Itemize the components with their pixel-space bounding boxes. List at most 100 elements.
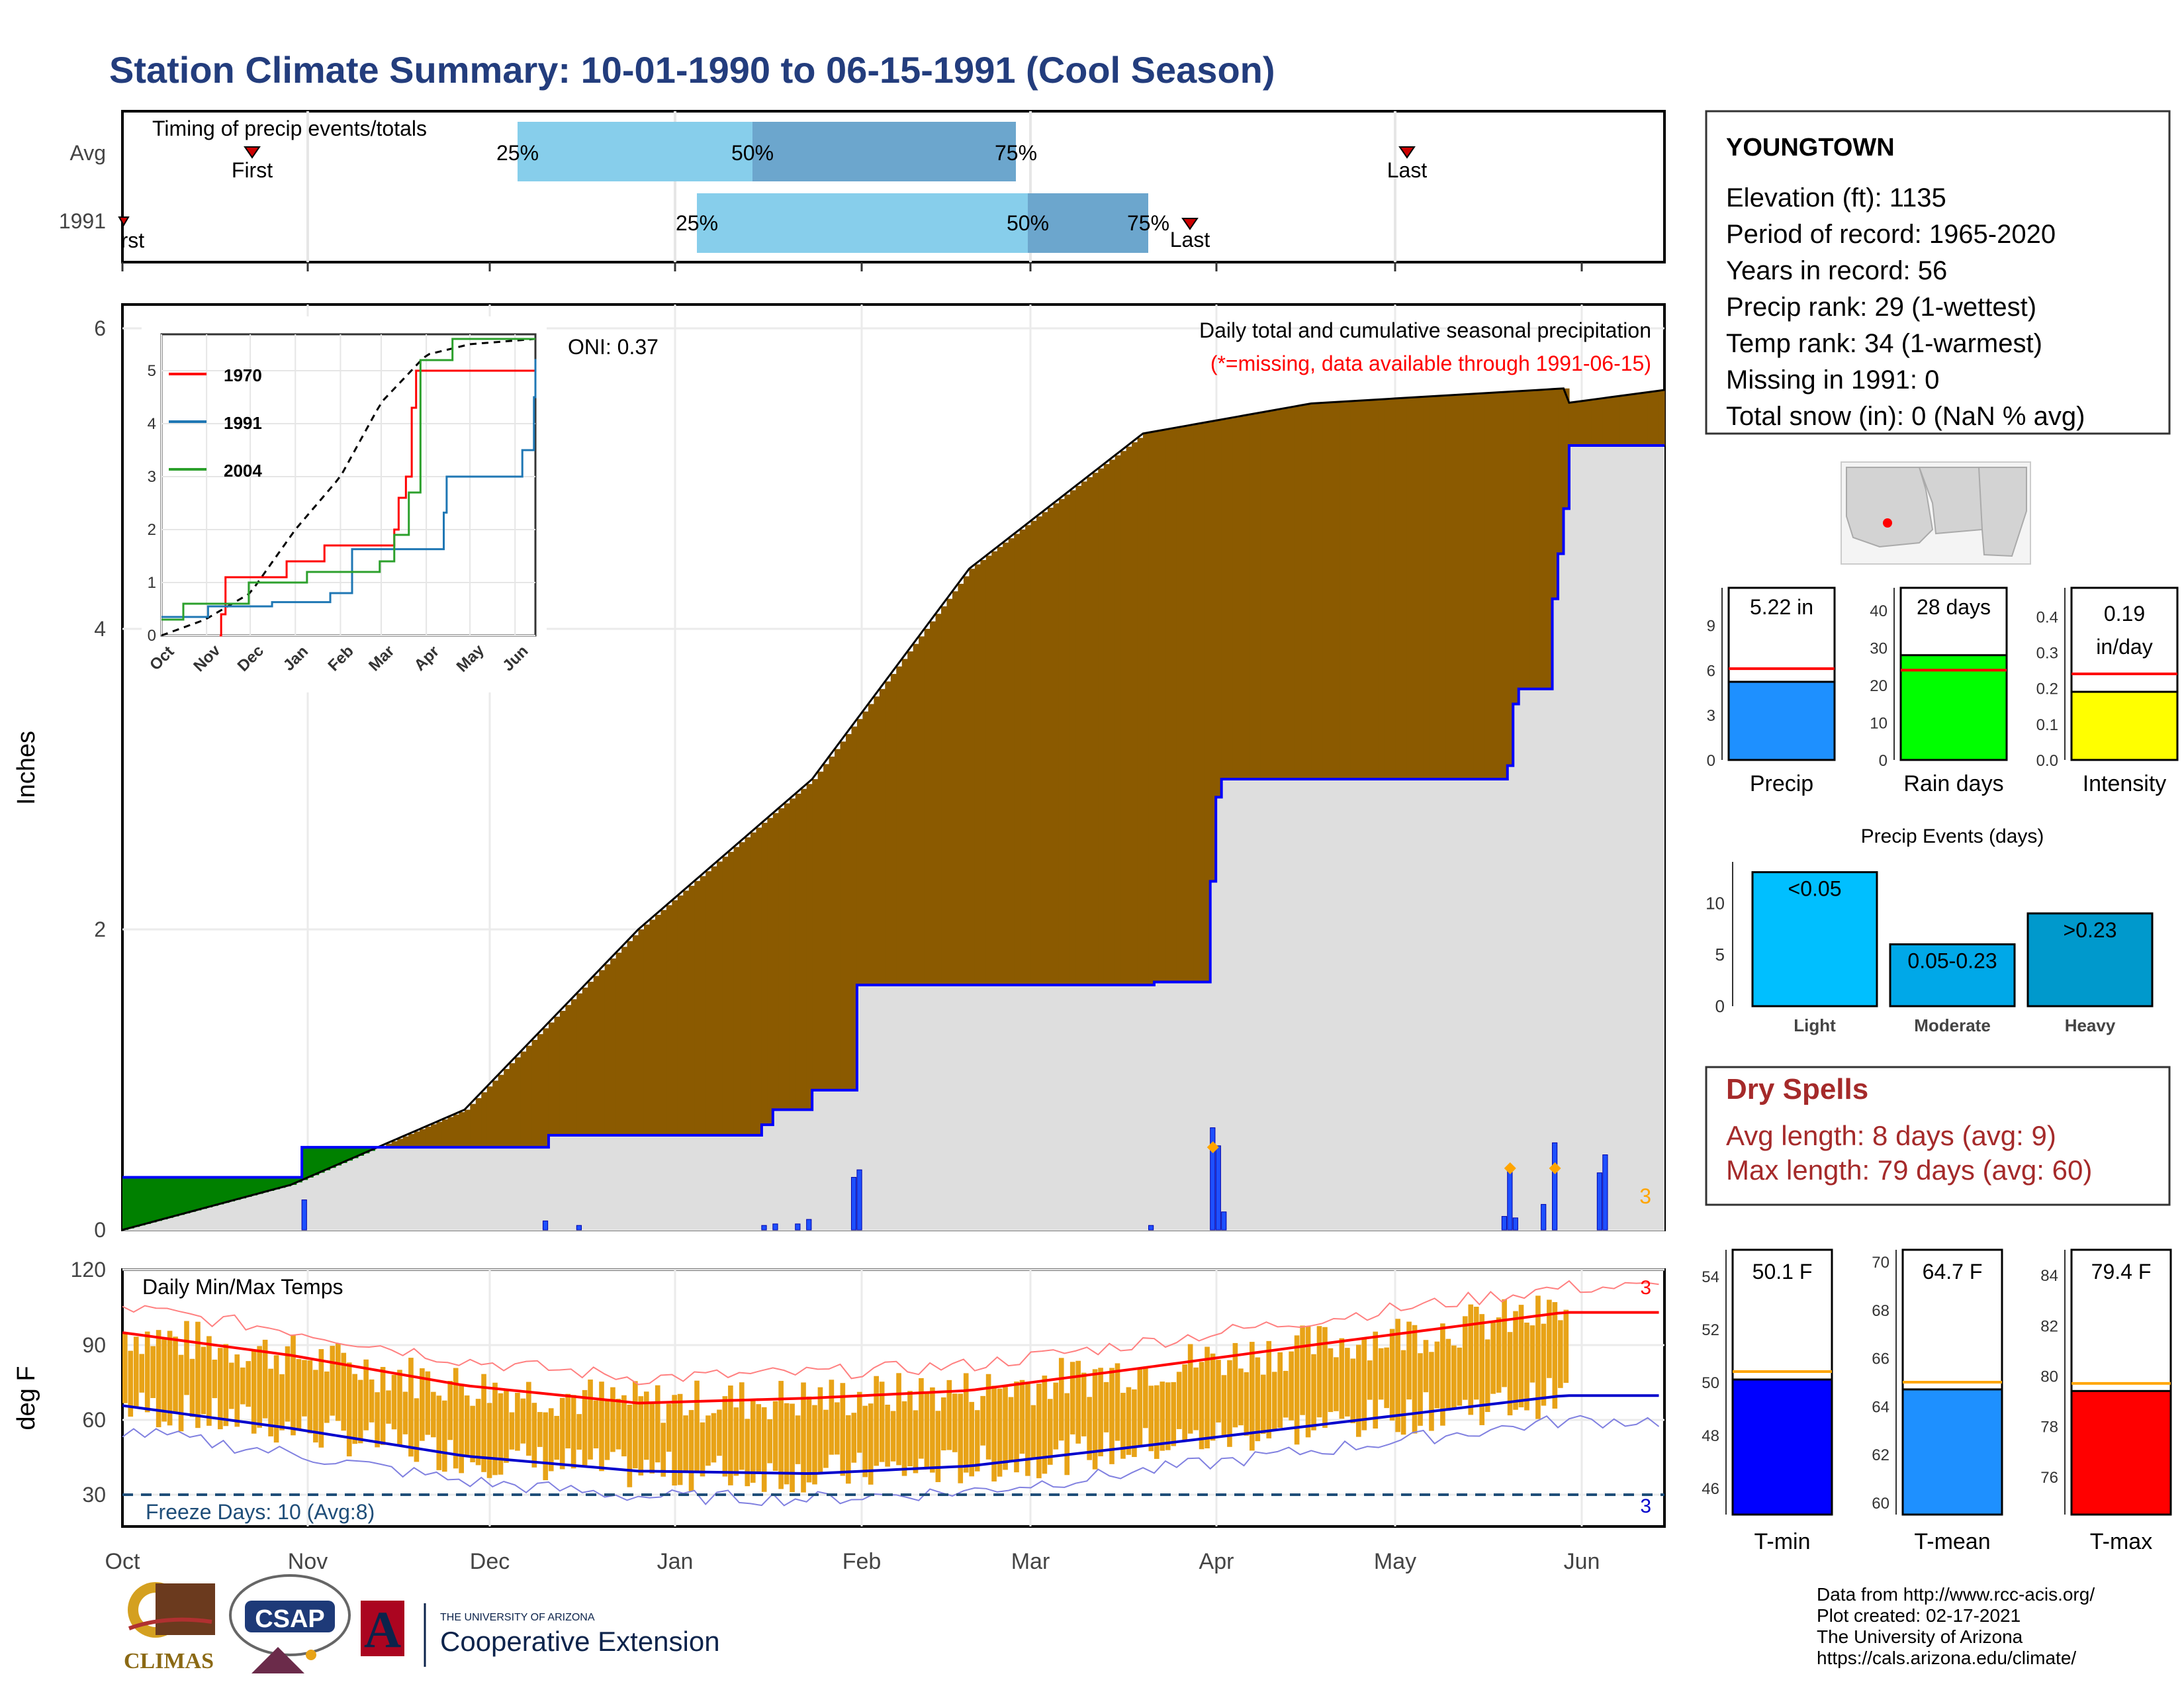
deficit-band: [655, 915, 661, 1135]
temp-yticks: 120 90 60 30: [71, 1258, 106, 1507]
inset-ytick: 4: [148, 415, 156, 433]
daily-temp-bar: [1171, 1382, 1177, 1446]
deficit-band: [1199, 423, 1205, 982]
deficit-band: [475, 1098, 482, 1148]
daily-temp-bar: [436, 1395, 442, 1470]
deficit-band: [559, 1011, 566, 1135]
daily-precip-bar: [772, 1223, 778, 1231]
deficit-band: [604, 964, 611, 1135]
deficit-band: [835, 749, 841, 1090]
dry-spells-max: Max length: 79 days (avg: 60): [1726, 1154, 2092, 1186]
temp-xtick: Jun: [1564, 1549, 1600, 1574]
daily-temp-bar: [173, 1336, 178, 1413]
daily-temp-bar: [879, 1382, 885, 1462]
deficit-band: [498, 1074, 504, 1148]
daily-temp-bar: [1462, 1316, 1468, 1400]
inset-chart: 1970 1991 2004 0 1 2 3 4 5 Oct Nov Dec Jan F…: [142, 316, 547, 692]
deficit-band: [1030, 520, 1037, 985]
mini-ytick: 6: [1707, 662, 1715, 680]
deficit-band: [531, 1039, 538, 1148]
temp-bar-value: 50.1 F: [1752, 1260, 1813, 1284]
daily-temp-bar: [1434, 1341, 1440, 1409]
deficit-band: [952, 591, 959, 985]
mini-ytick: 0: [1707, 752, 1715, 770]
deficit-band: [761, 822, 768, 1125]
daily-temp-bar: [991, 1385, 997, 1482]
daily-temp-bar: [1238, 1368, 1244, 1426]
daily-temp-bar: [285, 1346, 291, 1422]
surplus-band: [228, 1177, 236, 1201]
deficit-band: [565, 1005, 572, 1135]
deficit-band: [1322, 402, 1329, 779]
deficit-band: [1289, 407, 1295, 779]
deficit-band: [784, 803, 790, 1110]
temp-xticks: Oct Nov Dec Jan Feb Mar Apr May Jun: [105, 1549, 1600, 1574]
daily-temp-bar: [189, 1358, 195, 1417]
precip-panel: 0 2 4 6 Inches Daily total and cumulativ…: [13, 303, 1666, 1242]
daily-temp-bar: [1126, 1387, 1132, 1455]
daily-temp-bar: [1541, 1323, 1547, 1406]
deficit-band: [756, 827, 762, 1135]
daily-temp-bar: [907, 1391, 913, 1467]
page-title: Station Climate Summary: 10-01-1990 to 0…: [109, 49, 1275, 91]
y1991-p50-label: 50%: [1007, 211, 1049, 235]
inset-ytick: 2: [148, 521, 156, 539]
daily-temp-bar: [1115, 1363, 1120, 1441]
daily-temp-bar: [1513, 1311, 1518, 1410]
surplus-band: [268, 1177, 275, 1191]
daily-temp-bar: [1384, 1347, 1389, 1409]
daily-precip-bar: [850, 1177, 857, 1231]
deficit-band: [907, 651, 914, 985]
events-chart: Precip Events (days) 0 5 10 <0.05 Light 0.05-…: [1706, 825, 2173, 1035]
mini-ytick: 0: [1879, 752, 1888, 770]
deficit-band: [1003, 542, 1009, 985]
deficit-band: [840, 741, 846, 1090]
deficit-band: [913, 643, 919, 985]
daily-temp-bar: [1193, 1367, 1199, 1430]
daily-temp-bar: [1451, 1345, 1457, 1409]
events-bar: [2026, 912, 2154, 1008]
surplus-band: [341, 1147, 347, 1163]
daily-temp-bar: [414, 1398, 420, 1462]
deficit-band: [868, 704, 874, 985]
daily-temp-bar: [1400, 1350, 1406, 1435]
temp-ytick: 60: [82, 1408, 106, 1432]
daily-temp-bar: [812, 1405, 817, 1485]
daily-temp-bar: [935, 1411, 941, 1482]
daily-temp-bar: [722, 1396, 728, 1477]
mini-ytick: 20: [1870, 677, 1888, 695]
daily-precip-bar: [1148, 1225, 1154, 1231]
daily-temp-bar: [302, 1360, 307, 1417]
deficit-band: [974, 564, 981, 985]
deficit-band: [985, 555, 992, 985]
mini-value: 28 days: [1917, 595, 1991, 619]
deficit-band: [1356, 400, 1363, 779]
deficit-band: [711, 866, 717, 1135]
precip-missing-note: (*=missing, data available through 1991-…: [1210, 352, 1651, 375]
daily-temp-bar: [1496, 1317, 1502, 1393]
deficit-band: [1563, 388, 1570, 509]
daily-temp-bar: [885, 1405, 890, 1467]
surplus-band: [335, 1147, 342, 1166]
daily-temp-bar: [307, 1360, 313, 1434]
daily-temp-bar: [643, 1391, 649, 1460]
daily-temp-bar: [700, 1422, 705, 1477]
deficit-band: [1232, 417, 1239, 779]
daily-temp-bar: [778, 1381, 784, 1489]
deficit-band: [722, 857, 729, 1135]
station-line: Elevation (ft): 1135: [1726, 183, 1946, 212]
daily-temp-bar: [1305, 1326, 1311, 1438]
daily-temp-bar: [548, 1408, 554, 1472]
deficit-band: [924, 629, 931, 985]
deficit-band: [1507, 391, 1514, 766]
deficit-band: [638, 929, 645, 1135]
daily-temp-bar: [262, 1339, 268, 1419]
daily-temp-bar: [835, 1402, 840, 1455]
temp-bar-ytick: 46: [1702, 1480, 1719, 1498]
deficit-band: [1614, 397, 1620, 446]
surplus-band: [302, 1147, 308, 1180]
daily-precip-bar: [1507, 1168, 1513, 1231]
deficit-band: [1221, 419, 1228, 779]
daily-temp-bar: [554, 1415, 560, 1460]
